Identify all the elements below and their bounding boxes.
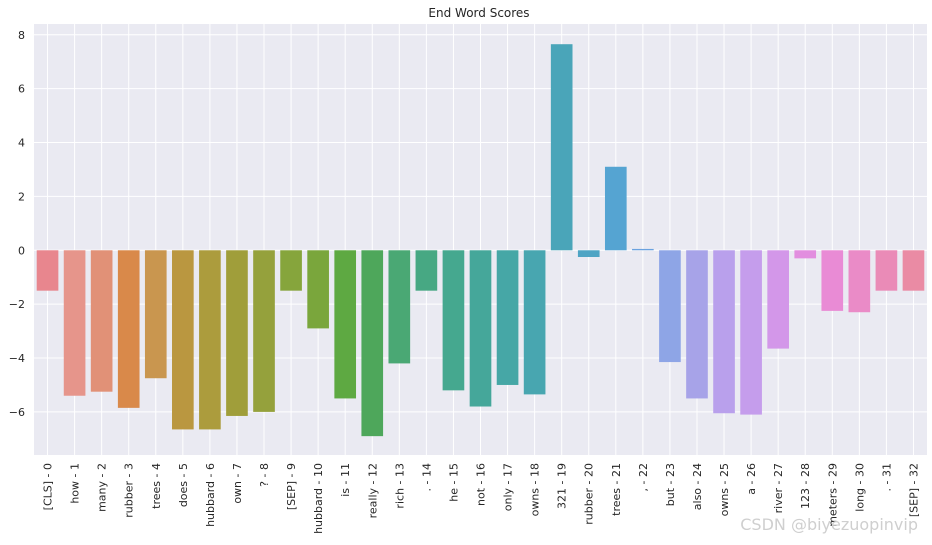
bar — [36, 250, 59, 291]
x-tick-label: [SEP] - 9 — [285, 463, 298, 510]
x-tick-label: [SEP] - 32 — [907, 463, 920, 517]
bar — [280, 250, 302, 291]
y-axis-tick-labels: −6 −4 −2 0 2 4 6 8 — [9, 29, 25, 419]
x-tick-label: trees - 21 — [610, 463, 623, 516]
x-tick-label: a - 26 — [745, 463, 758, 495]
x-tick-label: long - 30 — [853, 463, 866, 512]
bar — [604, 166, 627, 251]
x-tick-label: rich - 13 — [393, 463, 406, 509]
bar — [388, 250, 411, 364]
bar — [415, 250, 438, 291]
y-tick-label: −2 — [9, 298, 25, 311]
x-tick-label: rubber - 20 — [583, 463, 596, 525]
x-tick-label: meters - 29 — [826, 463, 839, 527]
x-tick-label: does - 5 — [177, 463, 190, 507]
x-tick-label: ? - 8 — [258, 463, 271, 487]
bar — [90, 250, 113, 392]
x-tick-label: is - 11 — [339, 463, 352, 497]
x-tick-label: many - 2 — [96, 463, 109, 512]
x-tick-label: owns - 18 — [529, 463, 542, 516]
x-tick-label: how - 1 — [69, 463, 82, 504]
x-tick-label: river - 27 — [772, 463, 785, 513]
bar — [469, 250, 492, 407]
x-tick-label: really - 12 — [366, 463, 379, 518]
bar — [172, 250, 194, 430]
bar — [334, 250, 357, 399]
bar — [767, 250, 789, 349]
chart-title: End Word Scores — [428, 6, 529, 20]
bar — [875, 250, 898, 291]
bar — [577, 250, 600, 258]
x-tick-label: hubbard - 6 — [204, 463, 217, 527]
bar — [496, 250, 519, 385]
bars — [36, 44, 925, 437]
bar — [632, 248, 654, 251]
bar — [361, 250, 384, 437]
bar — [523, 250, 546, 395]
bar — [848, 250, 871, 313]
x-tick-label: trees - 4 — [150, 463, 163, 509]
bar — [740, 250, 762, 415]
bar — [550, 44, 573, 251]
bar — [253, 250, 275, 412]
x-tick-label: he - 15 — [447, 463, 460, 502]
bar — [307, 250, 329, 329]
bar — [713, 250, 735, 414]
bar — [821, 250, 844, 311]
x-tick-label: but - 23 — [664, 463, 677, 506]
bar — [63, 250, 86, 396]
x-tick-label: . - 14 — [420, 463, 433, 491]
y-tick-label: 2 — [18, 190, 25, 203]
x-tick-label: . - 31 — [880, 463, 893, 491]
x-tick-label: owns - 25 — [718, 463, 731, 516]
y-tick-label: 4 — [18, 137, 25, 150]
y-tick-label: −6 — [9, 406, 25, 419]
x-tick-label: rubber - 3 — [123, 463, 136, 518]
bar — [442, 250, 465, 391]
x-tick-label: hubbard - 10 — [312, 463, 325, 534]
bar — [144, 250, 167, 379]
x-tick-label: 321 - 19 — [556, 463, 569, 509]
y-tick-label: 0 — [18, 244, 25, 257]
bar — [199, 250, 221, 430]
bar — [902, 250, 925, 291]
y-tick-label: −4 — [9, 352, 25, 365]
watermark-text: CSDN @biyezuopinvip — [740, 515, 918, 534]
bar — [659, 250, 681, 363]
bar — [117, 250, 140, 408]
y-tick-label: 6 — [18, 83, 25, 96]
x-tick-label: [CLS] - 0 — [42, 463, 55, 510]
x-tick-label: not - 16 — [475, 463, 488, 506]
y-tick-label: 8 — [18, 29, 25, 42]
bar — [226, 250, 248, 416]
x-tick-label: , - 22 — [637, 463, 650, 491]
bar — [794, 250, 817, 259]
x-tick-label: own - 7 — [231, 463, 244, 504]
bar — [686, 250, 708, 399]
x-tick-label: 123 - 28 — [799, 463, 812, 509]
x-axis-tick-labels: [CLS] - 0 how - 1 many - 2 rubber - 3 trees … — [42, 463, 921, 534]
x-tick-label: also - 24 — [691, 463, 704, 510]
x-tick-label: only - 17 — [502, 463, 515, 511]
